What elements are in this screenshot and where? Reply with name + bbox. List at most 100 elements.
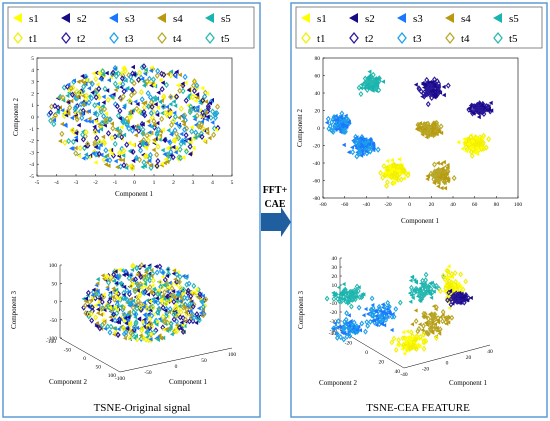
point-s4: [113, 87, 118, 93]
point-s5: [369, 84, 374, 89]
right-bottom-ytick-label: -40: [329, 331, 337, 337]
point-s3: [381, 309, 386, 314]
point-t5: [423, 277, 429, 284]
point-t2: [176, 324, 182, 331]
point-s5: [101, 72, 106, 77]
point-t5: [423, 271, 429, 278]
point-t2: [191, 87, 197, 95]
point-s3: [153, 299, 157, 304]
point-s3: [98, 76, 103, 82]
point-s3: [340, 123, 345, 128]
point-s1: [159, 161, 164, 167]
point-s2: [413, 82, 418, 87]
point-t2: [121, 88, 127, 95]
point-s1: [401, 330, 406, 335]
point-s1: [158, 77, 163, 83]
right-top-xtick-label: -80: [319, 202, 327, 208]
point-t1: [446, 281, 452, 287]
point-s4: [152, 122, 157, 127]
point-s2: [131, 158, 136, 164]
point-s5: [136, 125, 141, 130]
left-bottom-xtick-label: 0: [175, 364, 178, 370]
point-t2: [136, 127, 142, 135]
point-s5: [358, 85, 363, 91]
point-s4: [135, 272, 140, 278]
point-t3: [341, 325, 346, 332]
point-t1: [164, 298, 170, 305]
point-s2: [130, 64, 135, 70]
point-t5: [153, 95, 159, 102]
point-t3: [120, 119, 126, 126]
point-s3: [324, 120, 329, 125]
point-s5: [113, 326, 117, 331]
point-s3: [143, 141, 148, 147]
point-s3: [98, 142, 103, 148]
point-t4: [154, 72, 160, 79]
legend-marker-t4: [445, 31, 455, 45]
point-t5: [66, 137, 72, 145]
point-s3: [204, 117, 209, 122]
right-top-ytick-label: 40: [315, 91, 321, 97]
point-t3: [126, 125, 132, 132]
point-t1: [395, 163, 401, 170]
point-s5: [432, 289, 436, 294]
point-s3: [69, 115, 74, 121]
point-t5: [119, 282, 125, 289]
point-s4: [443, 185, 448, 191]
point-t3: [122, 311, 128, 319]
point-t4: [109, 306, 115, 313]
point-s2: [469, 295, 473, 300]
point-t5: [133, 320, 139, 327]
point-s5: [81, 296, 86, 301]
legend-label-s1: s1: [29, 13, 39, 25]
point-s3: [142, 71, 148, 77]
point-s5: [151, 286, 156, 292]
point-s5: [141, 79, 146, 84]
legend-label-t1: t1: [317, 33, 326, 45]
point-t1: [417, 333, 423, 340]
point-t3: [393, 306, 399, 313]
legend-marker-s2: [61, 13, 70, 23]
right-top-xtick-label: -40: [363, 202, 371, 208]
legend-label-t3: t3: [413, 33, 422, 45]
point-t3: [331, 113, 337, 121]
right-bottom-ztick-label: -10: [330, 301, 338, 307]
point-t3: [129, 127, 136, 134]
point-s4: [73, 145, 78, 151]
right-bottom-xtick-label: -40: [400, 372, 408, 378]
point-s3: [366, 141, 371, 147]
point-t4: [426, 132, 432, 139]
point-t1: [109, 134, 115, 141]
point-s4: [419, 126, 424, 131]
left-bottom-xtick-label: -50: [144, 370, 152, 376]
point-s3: [188, 308, 193, 314]
transform-arrow: FFT+ CAE: [261, 185, 291, 237]
point-s2: [131, 72, 137, 77]
point-s1: [396, 169, 401, 174]
point-t1: [86, 310, 92, 318]
point-s5: [336, 285, 341, 290]
point-s3: [125, 317, 130, 322]
point-s5: [143, 281, 148, 287]
point-t3: [342, 128, 348, 135]
point-s3: [165, 289, 170, 294]
point-t1: [384, 165, 390, 172]
point-t4: [74, 116, 80, 123]
point-s2: [432, 84, 437, 89]
legend-marker-t5: [205, 31, 215, 45]
point-t4: [98, 106, 104, 113]
point-t1: [413, 336, 418, 343]
point-s2: [441, 84, 446, 90]
point-t5: [172, 113, 178, 120]
point-t5: [155, 290, 161, 298]
point-t1: [174, 328, 180, 335]
point-t4: [421, 322, 426, 329]
point-s2: [180, 81, 185, 87]
point-t4: [135, 281, 141, 288]
point-t1: [477, 134, 483, 141]
point-t3: [330, 128, 336, 135]
left-top-ytick-label: 4: [31, 68, 34, 74]
point-s4: [420, 327, 425, 333]
point-s4: [59, 121, 65, 127]
point-t3: [367, 318, 373, 325]
